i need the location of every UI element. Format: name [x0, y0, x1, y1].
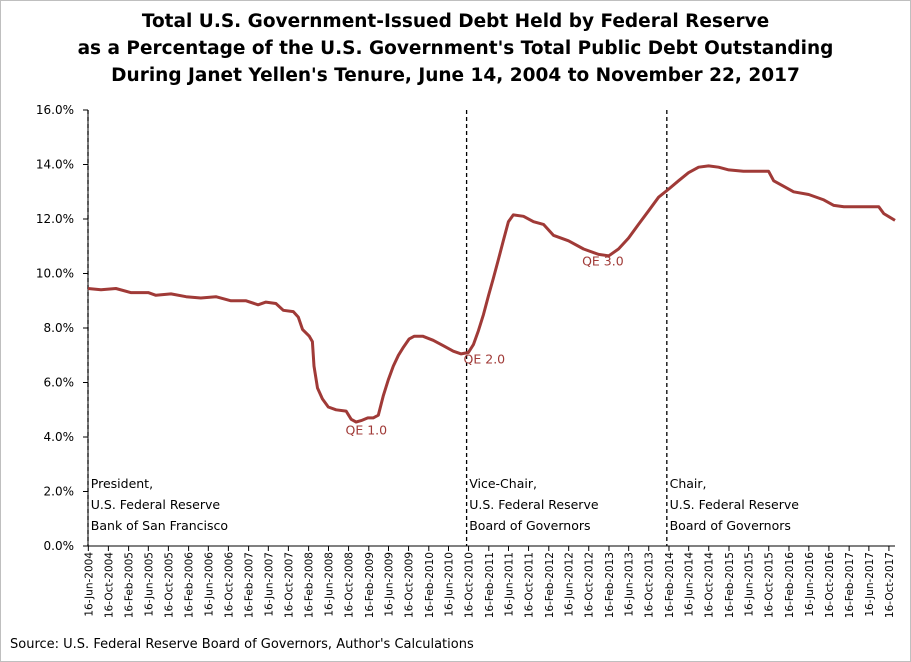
x-tick-label: 16-Oct-2011: [524, 552, 536, 618]
x-tick-label: 16-Oct-2006: [223, 552, 235, 618]
source-note: Source: U.S. Federal Reserve Board of Go…: [10, 637, 474, 652]
y-tick-label: 12.0%: [36, 212, 74, 226]
x-tick-label: 16-Jun-2011: [504, 552, 516, 617]
y-tick-label: 2.0%: [44, 485, 75, 499]
x-tick-label: 16-Jun-2016: [804, 552, 816, 617]
x-tick-label: 16-Jun-2009: [384, 552, 396, 617]
x-tick-label: 16-Feb-2011: [484, 552, 496, 618]
x-tick-label: 16-Jun-2015: [744, 552, 756, 617]
x-tick-label: 16-Jun-2006: [203, 552, 215, 617]
x-tick-label: 16-Feb-2009: [364, 552, 376, 618]
x-tick-label: 16-Jun-2010: [444, 552, 456, 617]
x-tick-label: 16-Feb-2013: [604, 552, 616, 618]
role-annotation-line: Board of Governors: [670, 518, 791, 533]
x-tick-label: 16-Feb-2005: [124, 552, 136, 618]
x-tick-label: 16-Oct-2017: [884, 552, 896, 618]
x-tick-label: 16-Oct-2009: [404, 552, 416, 618]
x-tick-label: 16-Feb-2015: [724, 552, 736, 618]
x-tick-label: 16-Jun-2014: [684, 552, 696, 617]
y-tick-label: 4.0%: [44, 430, 75, 444]
x-tick-label: 16-Oct-2008: [344, 552, 356, 618]
x-tick-label: 16-Jun-2004: [83, 552, 95, 617]
x-tick-label: 16-Jun-2008: [324, 552, 336, 617]
role-annotation-line: President,: [91, 476, 153, 491]
role-annotation-line: Bank of San Francisco: [91, 518, 228, 533]
chart-title-line-3: During Janet Yellen's Tenure, June 14, 2…: [111, 65, 800, 86]
role-annotation-line: Vice-Chair,: [469, 476, 537, 491]
x-tick-label: 16-Jun-2012: [564, 552, 576, 617]
x-tick-label: 16-Oct-2015: [764, 552, 776, 618]
y-tick-label: 8.0%: [44, 321, 75, 335]
x-tick-label: 16-Oct-2016: [824, 552, 836, 618]
qe-annotation: QE 3.0: [582, 253, 624, 268]
series-line: [87, 164, 896, 424]
chart-title: Total U.S. Government-Issued Debt Held b…: [0, 8, 911, 89]
x-tick-label: 16-Oct-2012: [584, 552, 596, 618]
y-tick-label: 10.0%: [36, 267, 74, 281]
y-tick-label: 14.0%: [36, 158, 74, 172]
x-tick-label: 16-Feb-2012: [544, 552, 556, 618]
role-annotation-line: U.S. Federal Reserve: [469, 497, 599, 512]
chart-title-line-1: Total U.S. Government-Issued Debt Held b…: [141, 11, 770, 32]
x-tick-label: 16-Feb-2017: [844, 552, 856, 618]
x-tick-label: 16-Jun-2013: [624, 552, 636, 617]
qe-annotation: QE 2.0: [464, 351, 506, 366]
y-tick-label: 16.0%: [36, 103, 74, 117]
x-tick-label: 16-Feb-2008: [304, 552, 316, 618]
x-tick-label: 16-Jun-2005: [143, 552, 155, 617]
role-annotation-line: Board of Governors: [469, 518, 590, 533]
x-tick-label: 16-Oct-2005: [163, 552, 175, 618]
x-tick-label: 16-Feb-2006: [184, 552, 196, 619]
y-tick-label: 6.0%: [44, 376, 75, 390]
x-tick-label: 16-Oct-2010: [464, 552, 476, 618]
x-tick-label: 16-Feb-2016: [784, 552, 796, 619]
y-tick-label: 0.0%: [44, 539, 75, 553]
role-annotation-line: U.S. Federal Reserve: [91, 497, 221, 512]
x-tick-label: 16-Jun-2007: [263, 552, 275, 617]
x-tick-label: 16-Feb-2007: [244, 552, 256, 618]
qe-annotation: QE 1.0: [346, 422, 388, 437]
x-tick-label: 16-Oct-2007: [283, 552, 295, 618]
x-tick-label: 16-Oct-2004: [103, 552, 115, 618]
x-tick-label: 16-Jun-2017: [864, 552, 876, 617]
x-tick-label: 16-Oct-2014: [704, 552, 716, 618]
role-annotation-line: Chair,: [670, 476, 707, 491]
x-tick-label: 16-Feb-2010: [424, 552, 436, 618]
x-tick-label: 16-Oct-2013: [644, 552, 656, 618]
x-tick-label: 16-Feb-2014: [664, 552, 676, 619]
role-annotation-line: U.S. Federal Reserve: [670, 497, 800, 512]
chart-title-line-2: as a Percentage of the U.S. Government's…: [77, 38, 834, 59]
